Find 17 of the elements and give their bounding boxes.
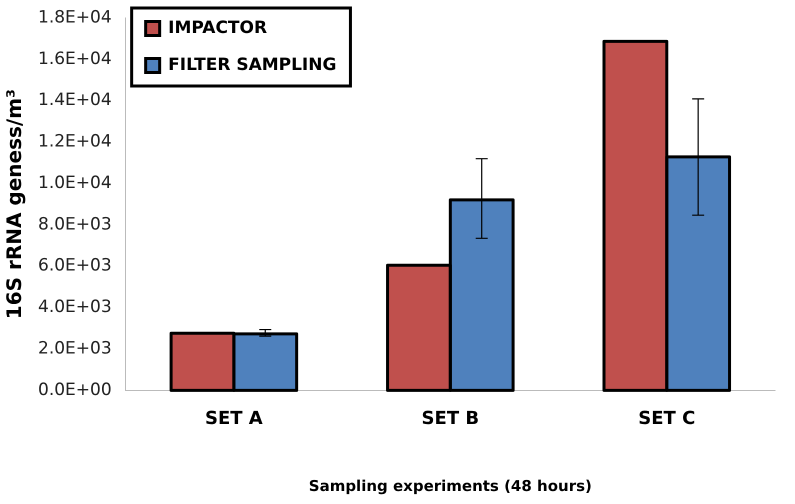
y-tick-label: 2.0E+03	[38, 338, 112, 358]
x-tick-label: SET C	[638, 408, 696, 429]
legend-label: IMPACTOR	[168, 18, 268, 38]
y-tick-label: 1.6E+04	[38, 48, 112, 69]
y-tick-label: 1.0E+04	[38, 172, 112, 193]
x-tick-label: SET A	[205, 408, 263, 429]
y-tick-label: 1.8E+04	[38, 7, 112, 28]
y-tick-label: 6.0E+03	[38, 256, 112, 276]
y-tick-label: 1.2E+04	[38, 132, 112, 152]
y-tick-label: 0.0E+00	[38, 380, 112, 400]
legend-label: FILTER SAMPLING	[168, 54, 336, 75]
y-tick-label: 4.0E+03	[38, 297, 112, 318]
y-tick-label: 1.4E+04	[38, 90, 112, 110]
y-tick-label: 8.0E+03	[38, 214, 112, 234]
x-axis-title: Sampling experiments (48 hours)	[308, 476, 592, 495]
x-tick-label: SET B	[422, 408, 480, 429]
y-axis-title: 16S rRNA geness/m³	[2, 89, 26, 320]
